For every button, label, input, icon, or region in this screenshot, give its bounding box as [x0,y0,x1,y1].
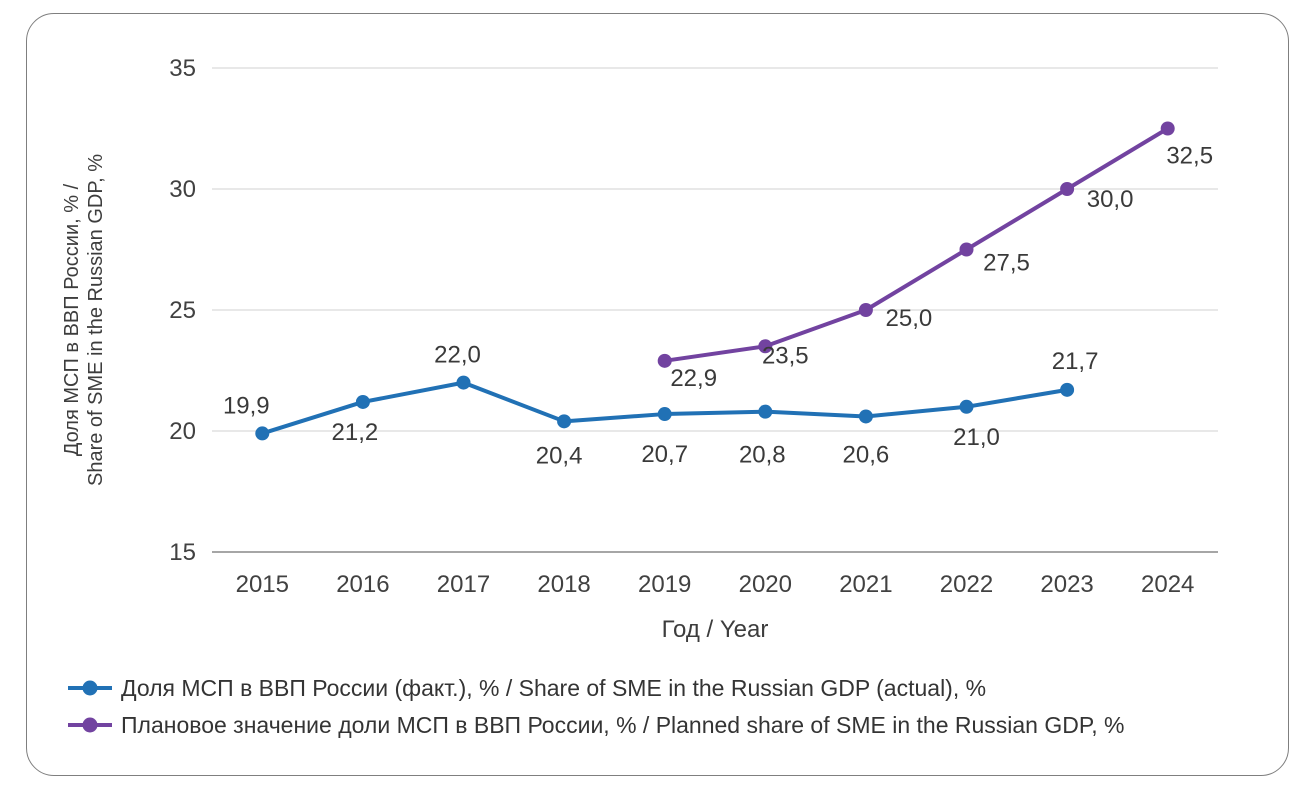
data-point-marker [959,242,974,257]
x-tick-label: 2022 [940,571,993,598]
data-point-marker [657,407,672,422]
chart-card [26,13,1289,776]
x-tick-label: 2023 [1040,571,1093,598]
x-tick-label: 2024 [1141,571,1194,598]
data-point-label: 20,4 [536,442,583,469]
x-tick-label: 2021 [839,571,892,598]
legend-marker-actual-icon [68,680,112,696]
data-point-marker [959,399,974,414]
y-tick-label: 30 [169,176,196,203]
data-point-label: 20,8 [739,442,786,469]
data-point-label: 32,5 [1166,143,1213,170]
data-point-label: 27,5 [983,250,1030,277]
y-tick-label: 35 [169,55,196,82]
chart-legend: Доля МСП в ВВП России (факт.), % / Share… [66,673,1124,740]
series-line-1 [662,126,1170,363]
data-point-marker [758,404,773,419]
data-point-marker [858,409,873,424]
data-point-marker [758,339,773,354]
data-point-marker [557,414,572,429]
data-point-marker [255,426,270,441]
x-tick-label: 2019 [638,571,691,598]
y-tick-label: 15 [169,539,196,566]
data-point-marker [858,303,873,317]
data-point-marker [1160,121,1175,136]
x-tick-label: 2020 [739,571,792,598]
legend-label-planned: Плановое значение доли МСП в ВВП России,… [121,711,1125,738]
x-tick-label: 2018 [537,571,590,598]
x-tick-label: 2017 [437,571,490,598]
data-point-marker [1060,382,1075,397]
data-point-label: 22,9 [670,365,717,392]
data-point-label: 21,7 [1052,348,1099,375]
data-point-marker [456,375,471,390]
data-point-label: 20,7 [641,441,688,468]
data-point-label: 21,0 [953,424,1000,451]
legend-item-actual: Доля МСП в ВВП России (факт.), % / Share… [66,673,1124,703]
x-tick-label: 2015 [236,571,289,598]
y-axis-title-line2: Share of SME in the Russian GDP, % [85,154,107,486]
legend-marker-planned-icon [68,717,112,733]
data-point-marker [657,353,672,368]
data-point-label: 21,2 [332,419,379,446]
data-point-label: 30,0 [1087,186,1134,213]
legend-item-planned: Плановое значение доли МСП в ВВП России,… [66,710,1124,740]
y-axis-title-line1: Доля МСП в ВВП России, % / [61,183,83,456]
y-tick-label: 25 [169,297,196,324]
data-point-marker [1060,182,1075,196]
legend-label-actual: Доля МСП в ВВП России (факт.), % / Share… [121,674,987,701]
data-point-label: 22,0 [434,342,481,369]
data-point-label: 20,6 [843,441,890,468]
y-tick-label: 20 [169,418,196,445]
x-tick-label: 2016 [336,571,389,598]
data-point-label: 25,0 [886,305,933,332]
data-point-label: 19,9 [223,392,270,419]
x-axis-title: Год / Year [662,616,769,643]
data-point-marker [355,394,370,409]
data-point-label: 23,5 [762,342,809,369]
